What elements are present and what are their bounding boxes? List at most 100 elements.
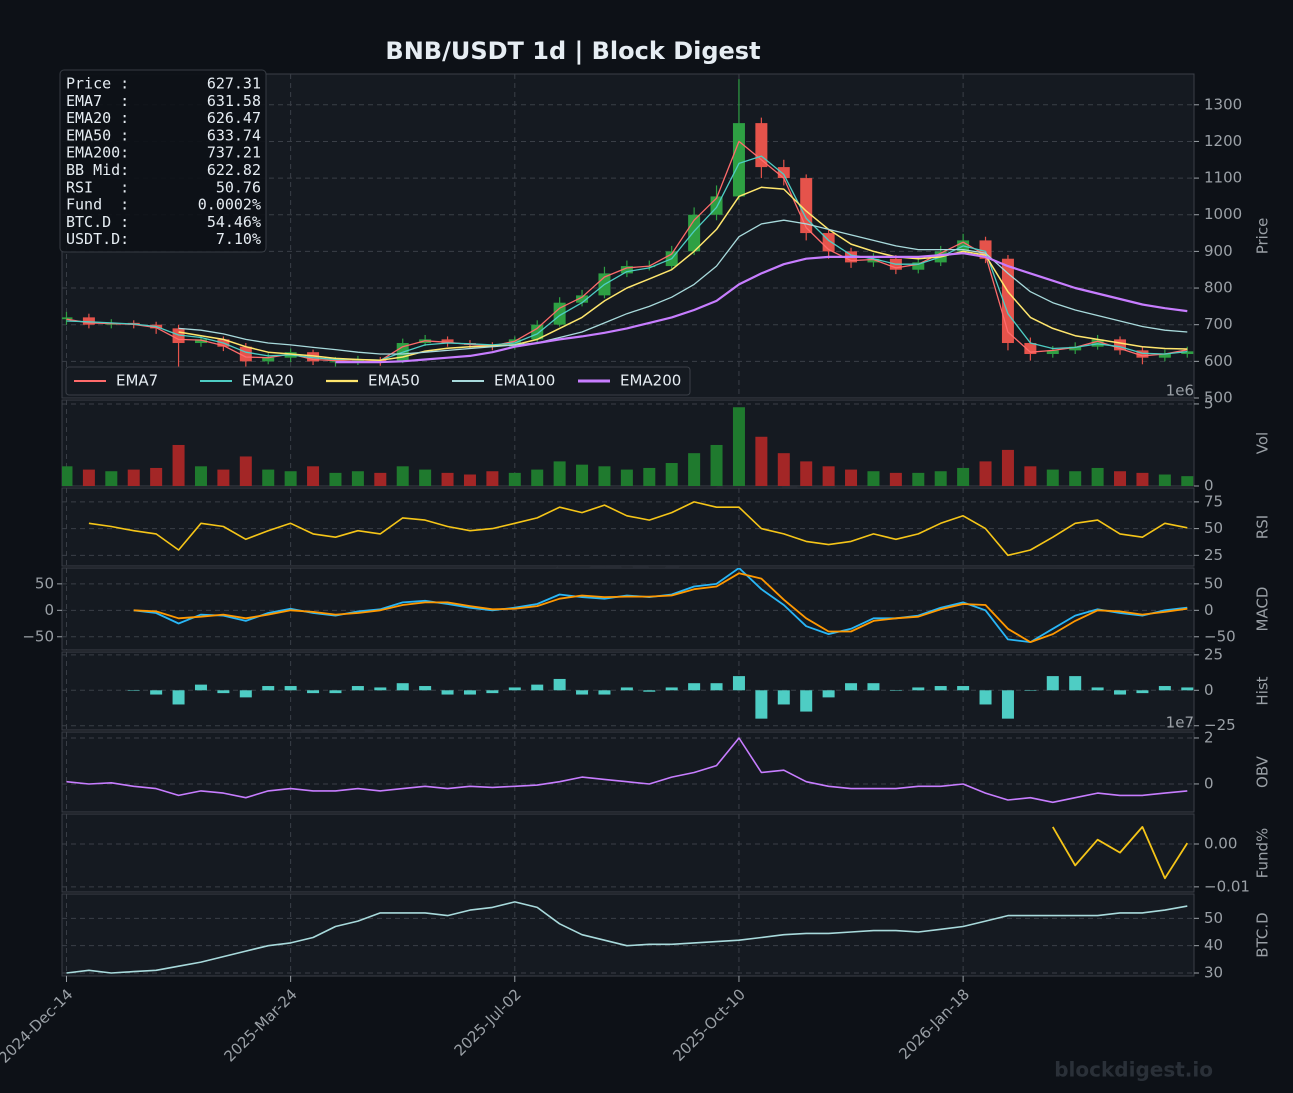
bar	[62, 466, 73, 486]
bar	[620, 469, 633, 486]
bar	[867, 471, 880, 486]
panel	[61, 651, 1195, 731]
bar	[374, 472, 387, 486]
info-value: 7.10%	[216, 230, 261, 248]
bar	[486, 690, 499, 694]
y-tick-label: −50	[1204, 627, 1236, 645]
bar	[1024, 466, 1037, 486]
panel	[61, 813, 1195, 893]
y-tick-label: 1100	[1204, 169, 1242, 187]
bar	[1091, 467, 1104, 486]
y-tick-label: 30	[1204, 963, 1223, 981]
line-series	[178, 186, 1188, 361]
y-tick-label: 5	[1204, 394, 1214, 412]
bar	[1046, 469, 1059, 486]
candle-body	[239, 346, 252, 362]
bar	[396, 683, 409, 691]
y-tick-label: 0.00	[1204, 835, 1237, 853]
candle-body	[755, 123, 768, 168]
y-tick-label: 40	[1204, 936, 1223, 954]
chart-title: BNB/USDT 1d | Block Digest	[385, 37, 760, 65]
y-tick-label: 0	[1204, 601, 1214, 619]
bar	[845, 469, 858, 486]
bar	[217, 690, 230, 694]
bar	[1114, 471, 1127, 486]
line-series	[133, 572, 1188, 643]
line-series	[1052, 826, 1189, 880]
bar	[172, 690, 185, 705]
y-tick-label: 0	[1204, 774, 1214, 792]
bar	[665, 463, 678, 486]
bar	[463, 474, 476, 486]
bar	[374, 687, 387, 691]
bar	[732, 407, 745, 486]
bar	[1091, 687, 1104, 691]
legend-label: EMA100	[494, 372, 555, 390]
bar	[284, 686, 297, 691]
line-series	[66, 155, 1188, 361]
plot-area	[62, 652, 1194, 730]
y-tick-label-left: −50	[22, 627, 54, 645]
bar	[822, 466, 835, 486]
y-axis-label: MACD	[1254, 587, 1272, 632]
candle-body	[1136, 350, 1149, 358]
plot-area	[62, 732, 1194, 812]
bar	[755, 436, 768, 486]
bar	[598, 466, 611, 486]
offset-label: 1e7	[1166, 714, 1194, 732]
y-tick-label: 25	[1204, 546, 1223, 564]
info-value: 0.0002%	[198, 196, 261, 214]
bar	[912, 472, 925, 486]
bar	[979, 461, 992, 486]
bar	[239, 690, 252, 698]
bar	[643, 467, 656, 486]
bar	[867, 683, 880, 691]
y-tick-label: 900	[1204, 242, 1233, 260]
plot-area	[62, 488, 1194, 566]
bar	[441, 690, 454, 695]
bar	[127, 690, 140, 691]
legend	[65, 366, 691, 396]
bar	[441, 472, 454, 486]
candle-body	[1114, 339, 1127, 351]
bar	[777, 453, 790, 486]
candle-body	[912, 262, 925, 270]
info-value: 54.46%	[207, 213, 261, 231]
info-label: EMA50 :	[66, 126, 129, 144]
y-tick-label: 1300	[1204, 95, 1242, 113]
bar	[710, 683, 723, 691]
bar	[127, 469, 140, 486]
y-tick-label: 1000	[1204, 205, 1242, 223]
info-label: EMA7 :	[66, 92, 129, 110]
bar	[553, 461, 566, 486]
line-series	[66, 901, 1188, 974]
bar	[777, 690, 790, 705]
candle-body	[576, 295, 589, 303]
bar	[329, 472, 342, 486]
bar	[598, 690, 611, 695]
y-tick-label-left: 50	[35, 574, 54, 592]
y-tick-label: 75	[1204, 492, 1223, 510]
y-tick-label: −0.01	[1204, 877, 1250, 895]
y-tick-label: 500	[1204, 389, 1233, 407]
bar	[755, 690, 768, 719]
plot-area	[62, 74, 1194, 398]
candle-body	[1091, 339, 1104, 347]
bar	[1001, 690, 1014, 719]
bar	[194, 684, 207, 691]
bar	[1024, 690, 1037, 691]
bar	[710, 444, 723, 486]
bar	[486, 471, 499, 486]
candle-body	[262, 357, 275, 362]
bar	[239, 456, 252, 486]
bar	[396, 466, 409, 486]
bar	[732, 676, 745, 691]
info-label: EMA200:	[66, 144, 129, 162]
y-axis-label: Vol	[1254, 432, 1272, 454]
y-tick-label: 0	[1204, 477, 1214, 495]
info-value: 633.74	[207, 126, 261, 144]
bar	[1158, 474, 1171, 486]
bar	[576, 464, 589, 486]
